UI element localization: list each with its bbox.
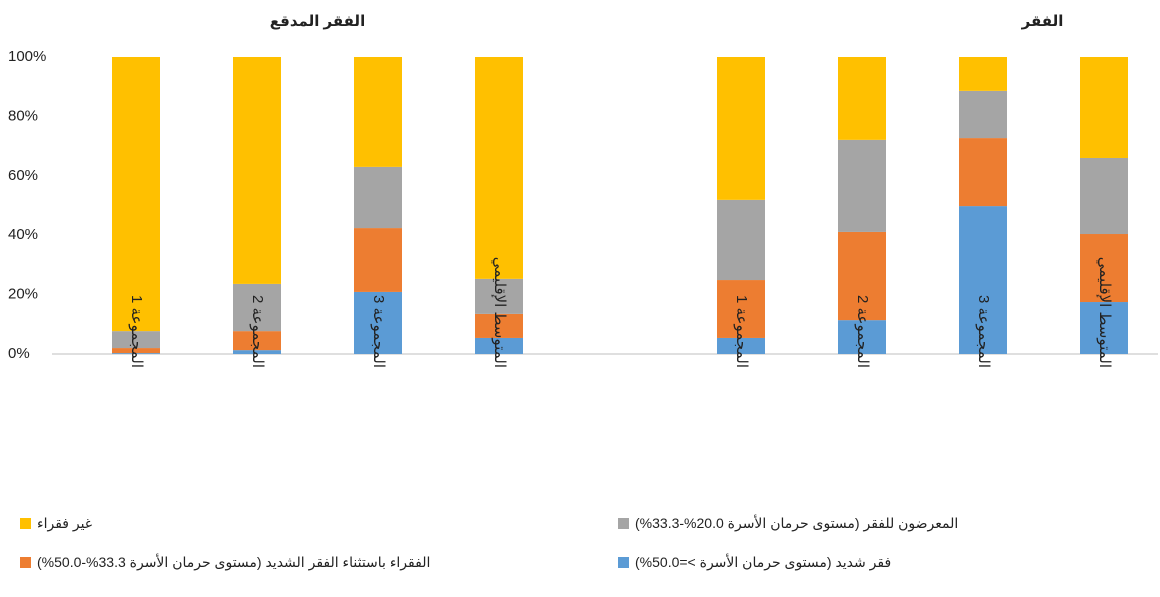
bar-segment	[112, 348, 160, 354]
bar-segment	[354, 291, 402, 354]
bar-segment	[717, 57, 765, 200]
bar-segment	[233, 331, 281, 351]
bar-segment	[717, 199, 765, 281]
bar-segment	[354, 166, 402, 229]
x-tick-label: المجموعة 3	[975, 295, 992, 368]
bar-segment	[354, 57, 402, 167]
bar-segment	[1080, 57, 1128, 158]
y-tick-label: 80%	[8, 107, 38, 124]
bar-segment	[959, 138, 1007, 207]
bar-segment	[838, 57, 886, 140]
bar-segment	[959, 90, 1007, 139]
x-tick-label: المجموعة 1	[733, 295, 750, 368]
x-tick-label: المتوسط الإقليمي	[1095, 257, 1113, 368]
legend-item: المعرضون للفقر (مستوى حرمان الأسرة 20.0%…	[618, 515, 958, 532]
legend-swatch	[20, 557, 31, 568]
x-tick-label: المجموعة 2	[854, 295, 871, 368]
bar-segment	[112, 57, 160, 332]
bar-segment	[475, 57, 523, 279]
y-tick-label: 40%	[8, 226, 38, 243]
panel-title: الفقر المدقع	[270, 13, 365, 30]
y-tick-label: 60%	[8, 167, 38, 184]
legend-label: الفقراء باستثناء الفقر الشديد (مستوى حرم…	[37, 554, 431, 570]
bar-segment	[112, 353, 160, 354]
bar-segment	[1080, 157, 1128, 235]
x-tick-label: المجموعة 3	[370, 295, 387, 368]
legend-swatch	[618, 518, 629, 529]
y-tick-label: 20%	[8, 286, 38, 303]
bar-segment	[354, 228, 402, 292]
bar-segment	[475, 278, 523, 314]
bar-segment	[1080, 234, 1128, 303]
bar-segment	[959, 57, 1007, 91]
x-tick-label: المجموعة 1	[128, 295, 145, 368]
legend-item: فقر شديد (مستوى حرمان الأسرة >=50.0%)	[618, 554, 891, 571]
legend-swatch	[20, 518, 31, 529]
x-tick-label: المتوسط الإقليمي	[490, 257, 508, 368]
bar-segment	[112, 331, 160, 349]
legend-label: فقر شديد (مستوى حرمان الأسرة >=50.0%)	[635, 554, 892, 570]
bar-segment	[717, 337, 765, 354]
legend-label: غير فقراء	[37, 515, 93, 531]
y-tick-label: 0%	[8, 345, 30, 362]
bar-segment	[233, 57, 281, 284]
legend-label: المعرضون للفقر (مستوى حرمان الأسرة 20.0%…	[635, 515, 959, 531]
bar-segment	[838, 231, 886, 321]
legend-swatch	[618, 557, 629, 568]
bar-segment	[475, 313, 523, 338]
legend-item: الفقراء باستثناء الفقر الشديد (مستوى حرم…	[20, 554, 430, 571]
panel-title: الفقر	[1021, 13, 1064, 30]
y-tick-label: 100%	[8, 48, 46, 65]
bar-segment	[475, 337, 523, 354]
bar-segment	[838, 320, 886, 354]
legend-item: غير فقراء	[20, 515, 92, 532]
x-tick-label: المجموعة 2	[249, 295, 266, 368]
bar-segment	[233, 283, 281, 332]
bar-segment	[1080, 302, 1128, 354]
bar-segment	[233, 350, 281, 354]
bar-segment	[717, 280, 765, 338]
bar-segment	[959, 206, 1007, 354]
bar-segment	[838, 139, 886, 232]
